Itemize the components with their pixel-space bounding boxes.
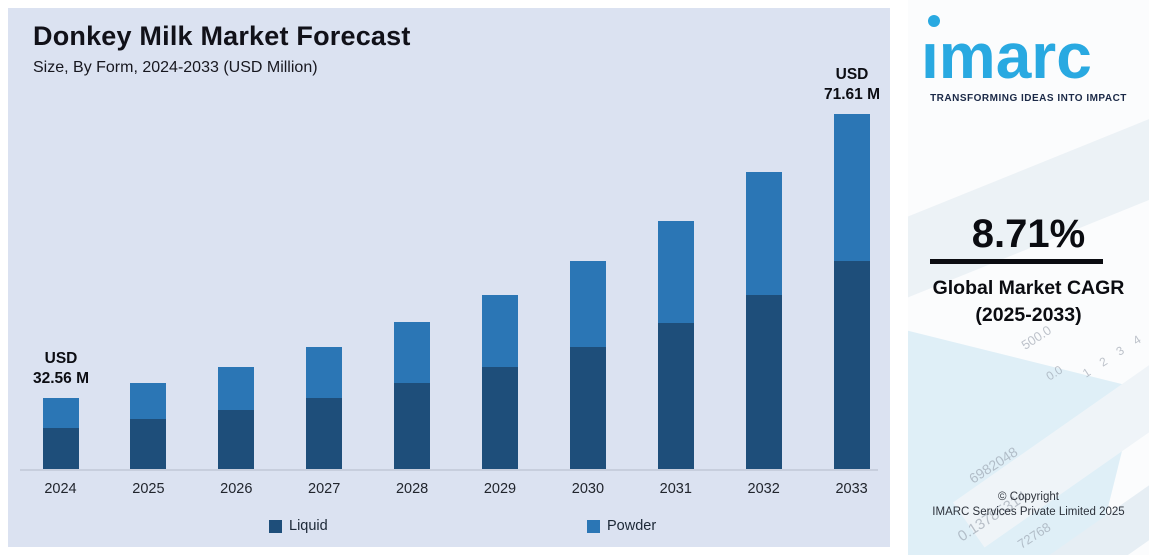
annotation-2024-total: USD 32.56 M [16,349,106,389]
chart-title: Donkey Milk Market Forecast [33,21,411,51]
bar-2030-powder [569,261,606,347]
chart-panel: Donkey Milk Market Forecast Size, By For… [8,8,890,547]
bar-2029-powder [482,295,518,367]
cagr-label: Global Market CAGR [932,277,1125,299]
bar-2029-liquid [482,367,518,470]
x-axis-label-2026: 2026 [220,481,253,497]
x-axis-label-2028: 2028 [395,481,429,497]
annotation-2024-currency: USD [44,350,78,367]
legend-item-liquid: Liquid [269,518,328,534]
bar-2027-liquid [306,398,343,470]
cagr-value: 8.71% [971,212,1086,256]
bar-2032-liquid [745,295,782,470]
copyright-line2: IMARC Services Private Limited 2025 [932,506,1125,518]
bar-2030-liquid [569,347,606,470]
annotation-2024-value: 32.56 M [32,370,89,387]
x-axis-line [20,469,878,471]
cagr-underline [930,259,1103,264]
chart-subtitle: Size, By Form, 2024-2033 (USD Million) [33,59,318,76]
x-axis-label-2024: 2024 [44,481,77,497]
legend-label-powder: Powder [607,518,657,534]
legend-swatch-powder-icon [587,519,600,533]
cagr-period: (2025-2033) [975,304,1082,326]
bar-2028-liquid [394,383,431,470]
copyright-line1: © Copyright [998,491,1059,503]
x-axis-label-2025: 2025 [132,481,165,497]
bar-2031-liquid [657,323,694,470]
x-axis-label-2027: 2027 [308,481,341,497]
annotation-2033-value: 71.61 M [823,86,880,103]
x-axis-label-2033: 2033 [835,481,868,497]
bar-2032-powder [745,172,782,295]
bar-2025-powder [130,383,167,419]
bar-2033-liquid [833,261,870,470]
bar-2028-powder [394,322,431,383]
x-axis-label-2031: 2031 [659,481,692,497]
logo-dot-icon [928,15,940,27]
x-axis-label-2030: 2030 [571,481,605,497]
bar-2031-powder [657,221,694,323]
bar-2024-liquid [42,428,79,470]
legend-item-powder: Powder [587,518,656,534]
bar-2027-powder [306,347,343,398]
annotation-2033-currency: USD [835,66,869,83]
x-axis-label-2029: 2029 [483,481,517,497]
legend-swatch-liquid-icon [269,519,282,533]
bar-2024-powder [42,398,79,428]
logo-wordmark: ımarc [921,20,1092,92]
bar-2025-liquid [130,419,167,470]
bar-2026-liquid [218,410,255,470]
copyright-notice: © Copyright IMARC Services Private Limit… [908,490,1149,520]
bar-2026-powder [218,367,255,410]
watermark-number: 6982048 [966,443,1021,487]
plot-area: 2024 2025 2026 2027 2028 2029 2030 2031 2032 2033 [8,8,890,547]
legend-label-liquid: Liquid [289,518,328,534]
x-axis-label-2032: 2032 [747,481,780,497]
bar-2033-powder [833,114,870,261]
brand-panel: 500.0 0.0 1 2 3 4 6982048 0.13785314 727… [908,0,1149,555]
watermark-number: 72768 [1014,519,1054,552]
annotation-2033-total: USD 71.61 M [807,65,890,105]
logo-tagline: TRANSFORMING IDEAS INTO IMPACT [930,93,1127,104]
